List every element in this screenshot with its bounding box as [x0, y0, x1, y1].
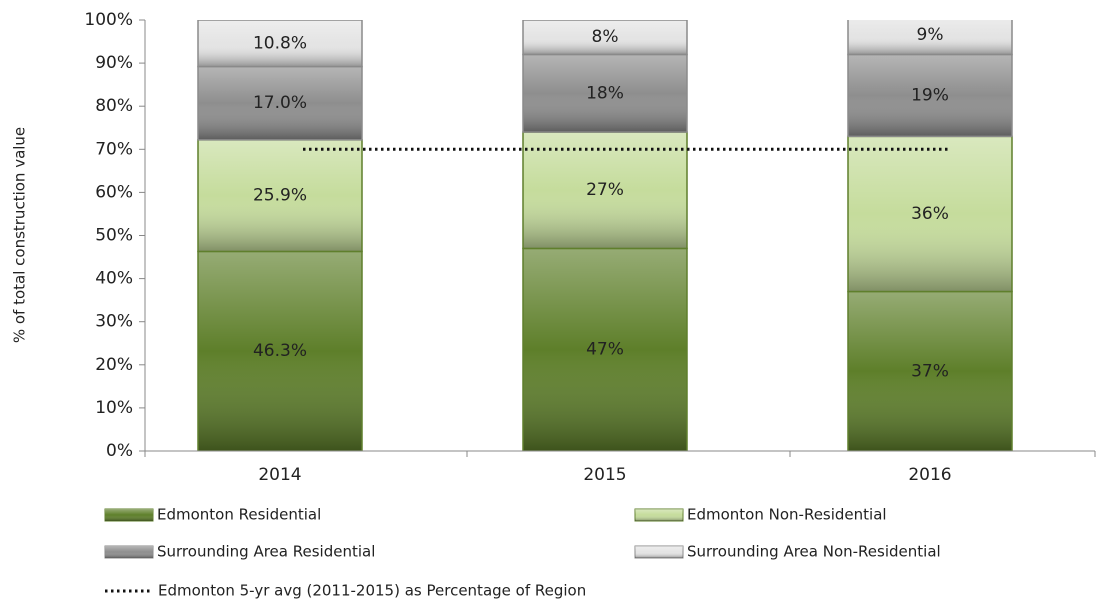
legend-label: Surrounding Area Residential: [157, 543, 375, 561]
y-tick-label: 0%: [106, 441, 133, 461]
legend-swatch-shade: [105, 509, 153, 521]
y-tick-label: 10%: [95, 398, 133, 418]
bar-shade: [197, 250, 363, 451]
data-label: 9%: [917, 25, 944, 45]
y-tick-label: 20%: [95, 355, 133, 375]
data-label: 8%: [592, 27, 619, 47]
x-tick-label: 2014: [258, 465, 301, 485]
x-tick-label: 2016: [908, 465, 951, 485]
y-tick-label: 80%: [95, 96, 133, 116]
y-tick-label: 100%: [84, 10, 133, 30]
y-tick-label: 50%: [95, 226, 133, 246]
data-label: 46.3%: [253, 341, 307, 361]
legend-swatch-shade: [635, 546, 683, 558]
data-label: 18%: [586, 83, 624, 103]
y-tick-label: 30%: [95, 312, 133, 332]
legend-label: Edmonton Residential: [157, 506, 321, 524]
bar-shade: [197, 65, 363, 141]
data-label: 36%: [911, 204, 949, 224]
data-label: 37%: [911, 361, 949, 381]
bar-shade: [522, 131, 688, 250]
data-label: 25.9%: [253, 186, 307, 206]
y-tick-label: 90%: [95, 53, 133, 73]
legend-swatch-shade: [105, 546, 153, 558]
legend-label: Edmonton 5-yr avg (2011-2015) as Percent…: [158, 582, 586, 600]
y-tick-label: 70%: [95, 139, 133, 159]
legend-label: Edmonton Non-Residential: [687, 506, 887, 524]
x-tick-label: 2015: [583, 465, 626, 485]
legend-swatch-shade: [635, 509, 683, 521]
bar-shade: [522, 20, 688, 56]
y-axis-label: % of total construction value: [11, 127, 29, 343]
y-tick-label: 40%: [95, 269, 133, 289]
bar-shade: [522, 53, 688, 133]
data-label: 19%: [911, 85, 949, 105]
bar-shade: [847, 20, 1013, 56]
bar-shade: [847, 53, 1013, 138]
data-label: 47%: [586, 340, 624, 360]
bar-shade: [197, 20, 363, 68]
data-label: 10.8%: [253, 33, 307, 53]
legend-label: Surrounding Area Non-Residential: [687, 543, 941, 561]
bar-shade: [522, 247, 688, 451]
y-tick-label: 60%: [95, 182, 133, 202]
data-label: 17.0%: [253, 93, 307, 113]
data-label: 27%: [586, 180, 624, 200]
